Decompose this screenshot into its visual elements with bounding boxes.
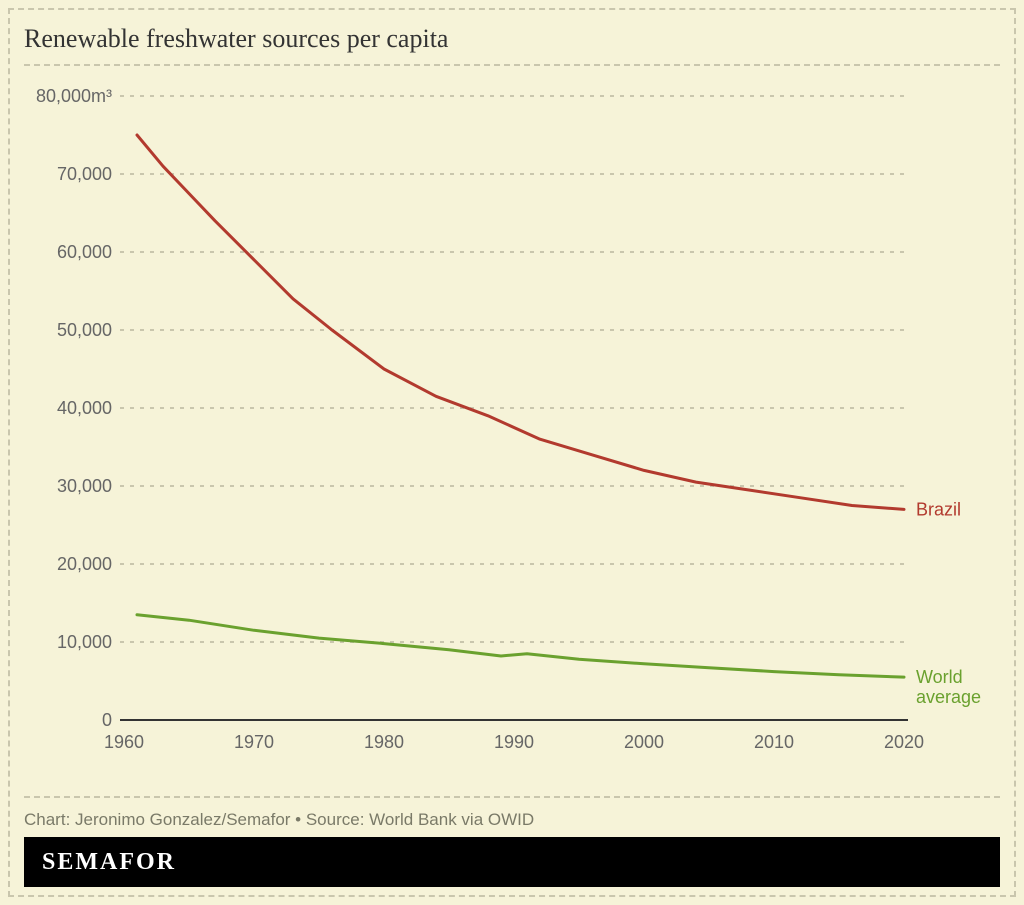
svg-text:50,000: 50,000 (57, 320, 112, 340)
svg-text:80,000m³: 80,000m³ (36, 86, 112, 106)
svg-text:Brazil: Brazil (916, 499, 961, 519)
svg-text:2010: 2010 (754, 732, 794, 752)
svg-text:average: average (916, 687, 981, 707)
svg-text:30,000: 30,000 (57, 476, 112, 496)
chart-plot: 0 10,000 20,000 30,000 40,000 50,000 60,000 70,… (24, 80, 1000, 786)
chart-frame: Renewable freshwater sources per capita … (8, 8, 1016, 897)
svg-text:1980: 1980 (364, 732, 404, 752)
svg-text:10,000: 10,000 (57, 632, 112, 652)
svg-text:0: 0 (102, 710, 112, 730)
svg-text:2020: 2020 (884, 732, 924, 752)
brand-bar: SEMAFOR (24, 837, 1000, 887)
svg-text:20,000: 20,000 (57, 554, 112, 574)
credit-divider (24, 796, 1000, 798)
chart-credit: Chart: Jeronimo Gonzalez/Semafor • Sourc… (24, 810, 534, 830)
title-divider (24, 64, 1000, 66)
svg-text:1960: 1960 (104, 732, 144, 752)
brand-label: SEMAFOR (42, 849, 176, 876)
chart-svg: 0 10,000 20,000 30,000 40,000 50,000 60,000 70,… (24, 80, 1004, 786)
svg-text:60,000: 60,000 (57, 242, 112, 262)
chart-title: Renewable freshwater sources per capita (24, 24, 448, 54)
svg-text:1990: 1990 (494, 732, 534, 752)
svg-text:2000: 2000 (624, 732, 664, 752)
svg-text:World: World (916, 667, 963, 687)
svg-text:40,000: 40,000 (57, 398, 112, 418)
svg-text:70,000: 70,000 (57, 164, 112, 184)
svg-text:1970: 1970 (234, 732, 274, 752)
